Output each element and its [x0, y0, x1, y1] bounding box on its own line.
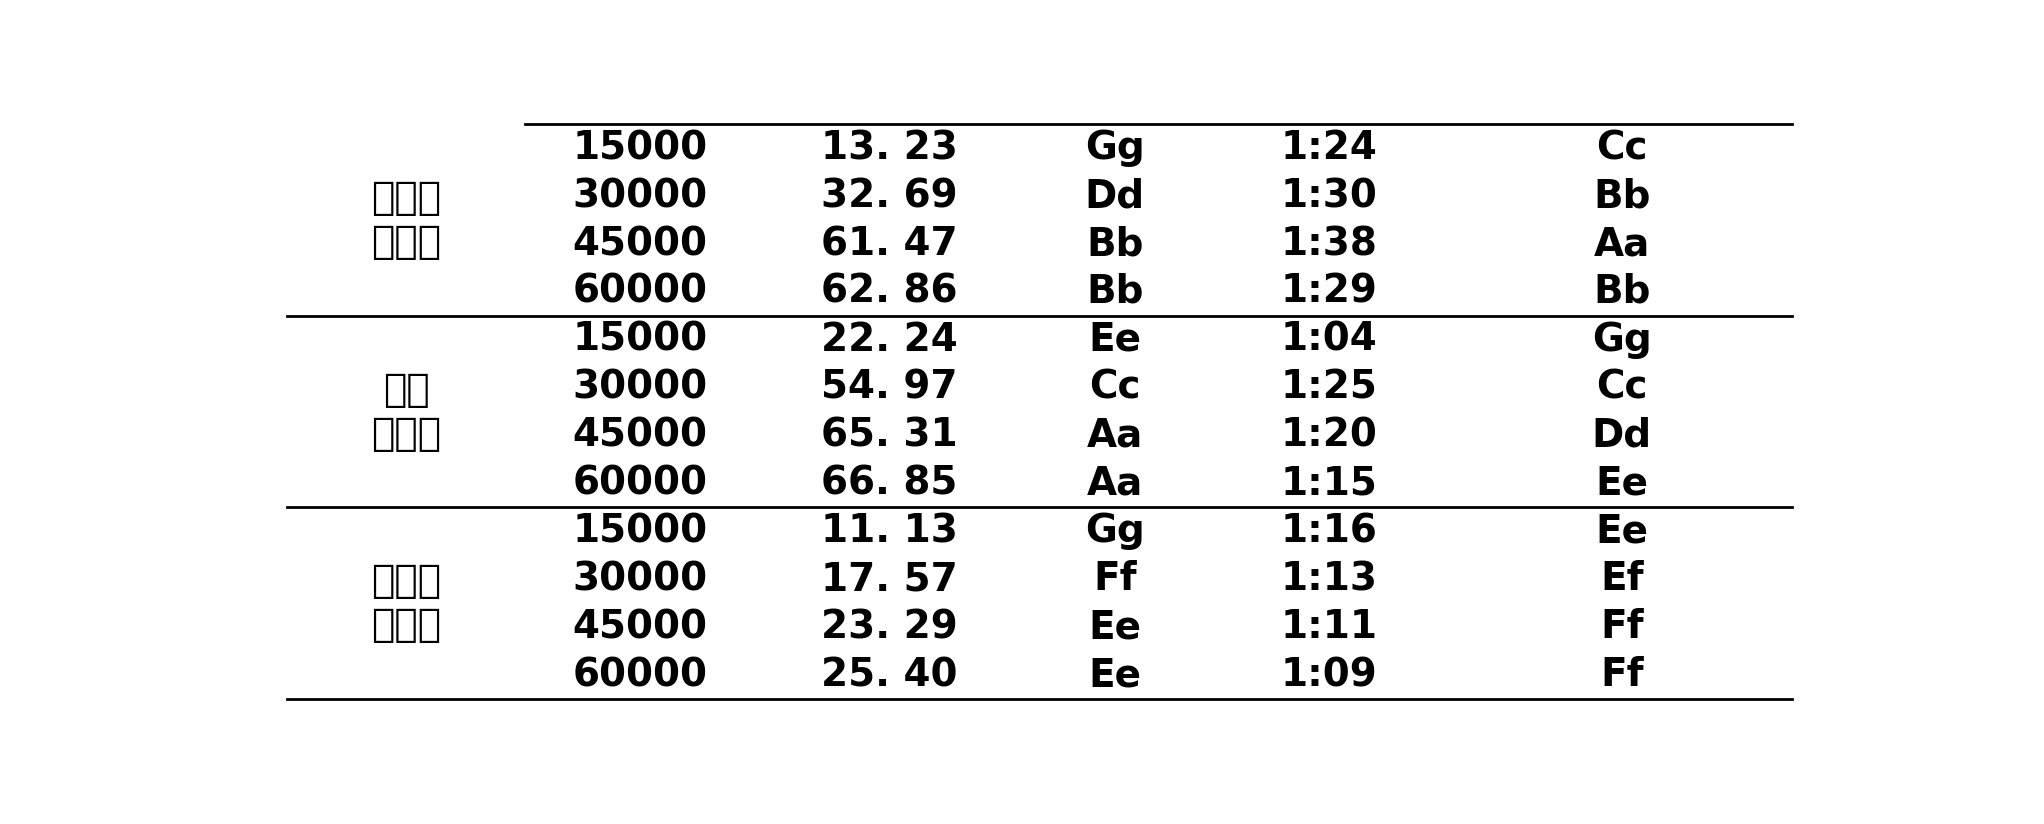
Text: 1:25: 1:25 [1280, 368, 1378, 407]
Text: 30000: 30000 [572, 368, 707, 407]
Text: Aa: Aa [1087, 465, 1143, 503]
Text: Ee: Ee [1594, 465, 1647, 503]
Text: Ee: Ee [1087, 321, 1141, 358]
Text: 螟黄
赤眼蜂: 螟黄 赤眼蜂 [370, 371, 442, 452]
Text: 1:04: 1:04 [1280, 321, 1378, 358]
Text: 30000: 30000 [572, 560, 707, 598]
Text: 15000: 15000 [572, 513, 707, 550]
Text: Dd: Dd [1085, 177, 1145, 215]
Text: Ef: Ef [1600, 560, 1643, 598]
Text: 23. 29: 23. 29 [822, 608, 957, 646]
Text: 45000: 45000 [572, 608, 707, 646]
Text: 30000: 30000 [572, 177, 707, 215]
Text: Ee: Ee [1594, 513, 1647, 550]
Text: Gg: Gg [1085, 513, 1145, 550]
Text: 62. 86: 62. 86 [822, 273, 957, 311]
Text: 11. 13: 11. 13 [822, 513, 957, 550]
Text: Cc: Cc [1596, 129, 1647, 167]
Text: 60000: 60000 [572, 273, 707, 311]
Text: 1:13: 1:13 [1280, 560, 1378, 598]
Text: 60000: 60000 [572, 656, 707, 694]
Text: Ff: Ff [1600, 656, 1643, 694]
Text: 32. 69: 32. 69 [822, 177, 957, 215]
Text: 15000: 15000 [572, 129, 707, 167]
Text: Ff: Ff [1600, 608, 1643, 646]
Text: 1:16: 1:16 [1280, 513, 1378, 550]
Text: 1:20: 1:20 [1280, 417, 1378, 455]
Text: Bb: Bb [1085, 225, 1145, 263]
Text: 1:29: 1:29 [1280, 273, 1378, 311]
Text: Ee: Ee [1087, 656, 1141, 694]
Text: Dd: Dd [1592, 417, 1652, 455]
Text: 1:09: 1:09 [1280, 656, 1378, 694]
Text: 65. 31: 65. 31 [822, 417, 957, 455]
Text: 60000: 60000 [572, 465, 707, 503]
Text: 1:38: 1:38 [1280, 225, 1378, 263]
Text: Gg: Gg [1592, 321, 1652, 358]
Text: 66. 85: 66. 85 [822, 465, 957, 503]
Text: Gg: Gg [1085, 129, 1145, 167]
Text: 45000: 45000 [572, 225, 707, 263]
Text: 17. 57: 17. 57 [822, 560, 957, 598]
Text: 松毛虫
赤眼蜂: 松毛虫 赤眼蜂 [370, 179, 442, 261]
Text: 1:15: 1:15 [1280, 465, 1378, 503]
Text: Bb: Bb [1592, 177, 1652, 215]
Text: Aa: Aa [1594, 225, 1650, 263]
Text: 玉米螟
赤眼蜂: 玉米螟 赤眼蜂 [370, 562, 442, 644]
Text: 15000: 15000 [572, 321, 707, 358]
Text: Aa: Aa [1087, 417, 1143, 455]
Text: 1:11: 1:11 [1280, 608, 1378, 646]
Text: 13. 23: 13. 23 [822, 129, 957, 167]
Text: 54. 97: 54. 97 [822, 368, 957, 407]
Text: Cc: Cc [1596, 368, 1647, 407]
Text: Bb: Bb [1085, 273, 1145, 311]
Text: Ff: Ff [1094, 560, 1136, 598]
Text: 1:30: 1:30 [1280, 177, 1378, 215]
Text: 25. 40: 25. 40 [822, 656, 957, 694]
Text: 1:24: 1:24 [1280, 129, 1378, 167]
Text: 22. 24: 22. 24 [822, 321, 957, 358]
Text: Bb: Bb [1592, 273, 1652, 311]
Text: Cc: Cc [1089, 368, 1141, 407]
Text: Ee: Ee [1087, 608, 1141, 646]
Text: 45000: 45000 [572, 417, 707, 455]
Text: 61. 47: 61. 47 [822, 225, 957, 263]
